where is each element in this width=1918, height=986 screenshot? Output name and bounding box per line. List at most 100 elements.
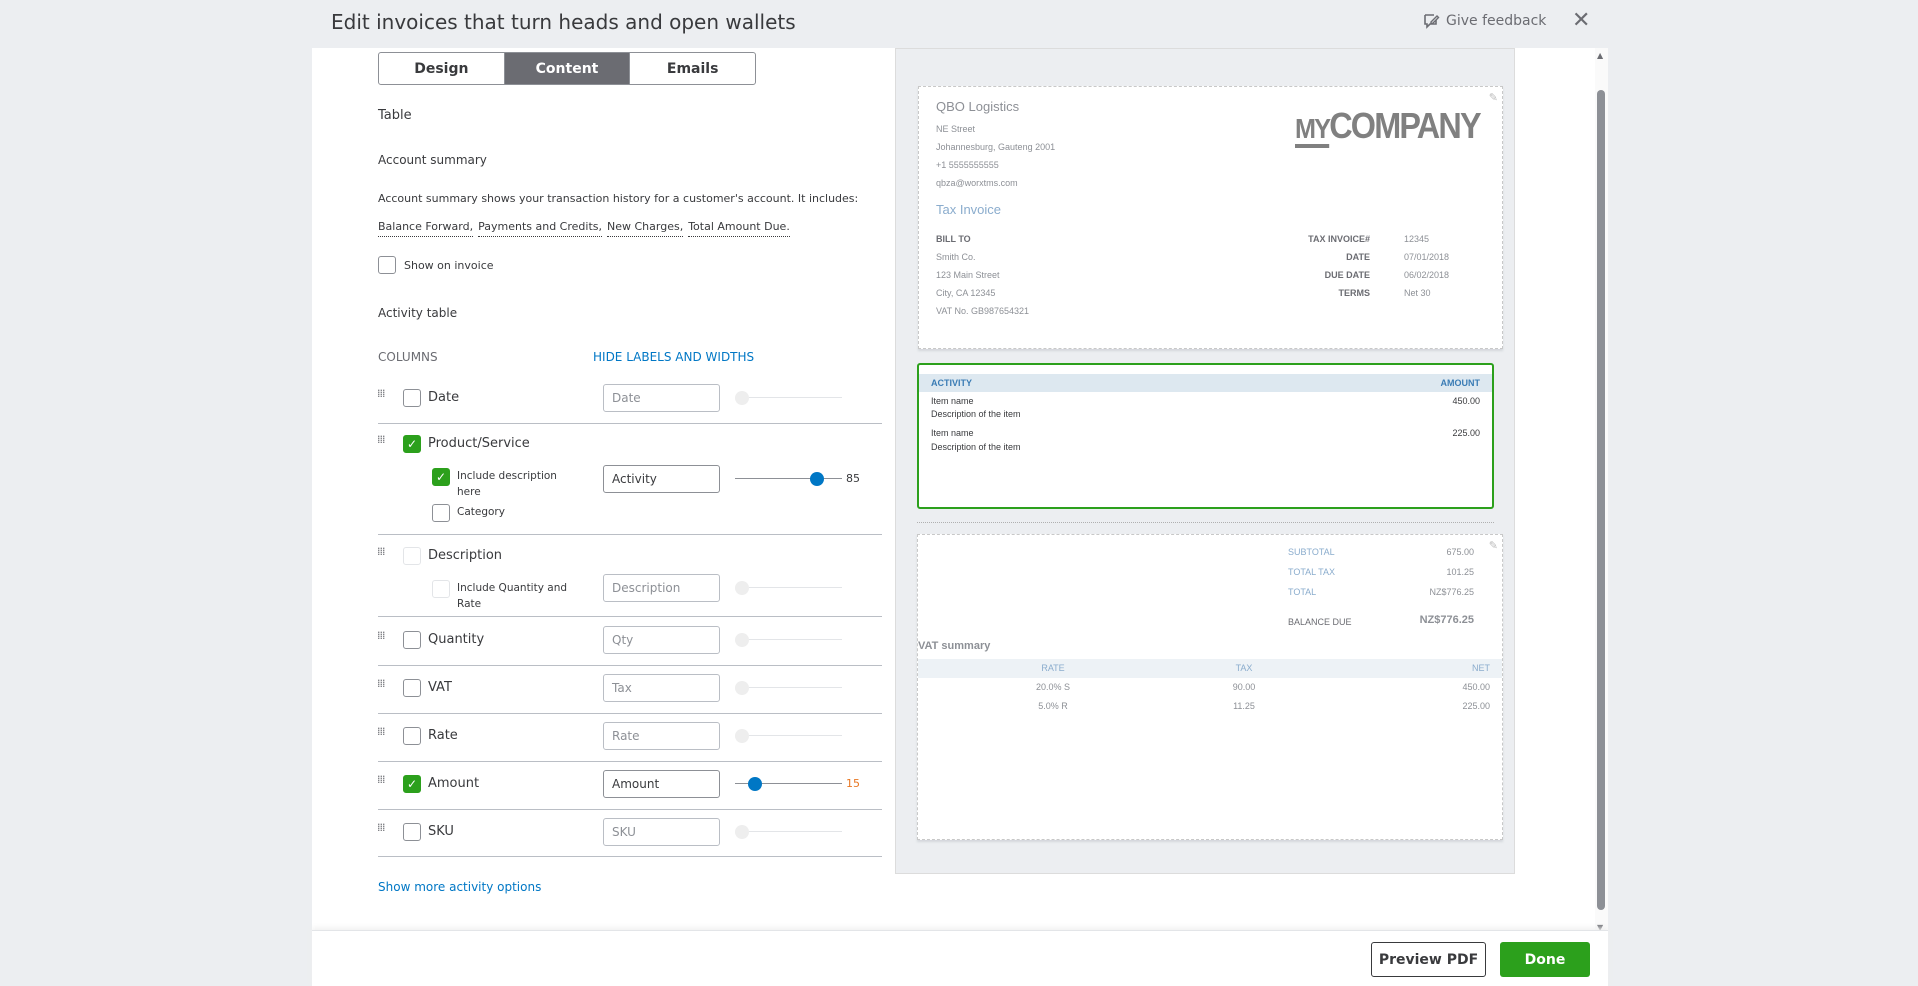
scroll-down-icon[interactable]: ▼ xyxy=(1597,923,1604,932)
column-checkbox[interactable] xyxy=(403,727,421,745)
column-width-slider[interactable] xyxy=(735,581,842,595)
vat-header: TAX xyxy=(1235,663,1253,673)
column-width-slider[interactable] xyxy=(735,777,842,791)
column-label-input[interactable] xyxy=(603,722,720,750)
column-checkbox[interactable] xyxy=(403,679,421,697)
column-checkbox[interactable] xyxy=(403,631,421,649)
done-button[interactable]: Done xyxy=(1500,942,1590,977)
show-more-activity-options-link[interactable]: Show more activity options xyxy=(378,880,542,894)
column-label: Rate xyxy=(428,728,458,743)
sub-option-label: Include description here xyxy=(457,470,557,498)
column-label-input[interactable] xyxy=(603,626,720,654)
sub-option-checkbox[interactable]: ✓ xyxy=(432,468,450,486)
meta-value: 06/02/2018 xyxy=(1404,270,1450,280)
drag-handle-icon[interactable]: ⁞⁞⁞ xyxy=(377,545,386,558)
company-logo: MYCOMPANY xyxy=(1295,105,1482,148)
tab-content[interactable]: Content xyxy=(504,53,631,84)
balance-due-value: NZ$776.25 xyxy=(1419,614,1474,626)
meta-value: Net 30 xyxy=(1404,288,1431,298)
vat-summary-title: VAT summary xyxy=(918,640,991,652)
item-amount: 450.00 xyxy=(1452,396,1480,406)
vat-cell: 20.0% S xyxy=(1035,682,1071,692)
preview-pdf-button[interactable]: Preview PDF xyxy=(1371,942,1486,977)
row-divider xyxy=(378,665,882,666)
term-new-charges[interactable]: New Charges, xyxy=(607,220,684,237)
row-divider xyxy=(378,809,882,810)
total-value: 101.25 xyxy=(1446,567,1474,577)
drag-handle-icon[interactable]: ⁞⁞⁞ xyxy=(377,629,386,642)
column-label-input[interactable] xyxy=(603,818,720,846)
sub-option-checkbox[interactable] xyxy=(432,504,450,522)
drag-handle-icon[interactable]: ⁞⁞⁞ xyxy=(377,387,386,400)
column-checkbox[interactable]: ✓ xyxy=(403,775,421,793)
term-total-amount-due[interactable]: Total Amount Due. xyxy=(688,220,790,237)
column-checkbox[interactable] xyxy=(403,823,421,841)
drag-handle-icon[interactable]: ⁞⁞⁞ xyxy=(377,433,386,446)
account-summary-description: Account summary shows your transaction h… xyxy=(378,192,859,205)
total-label: TOTAL xyxy=(1288,587,1317,597)
edit-pencil-icon[interactable]: ✎ xyxy=(1488,539,1498,552)
sub-option-checkbox[interactable] xyxy=(432,580,450,598)
column-width-slider[interactable] xyxy=(735,633,842,647)
term-balance-forward[interactable]: Balance Forward, xyxy=(378,220,474,237)
bill-to-line: City, CA 12345 xyxy=(936,288,996,298)
drag-handle-icon[interactable]: ⁞⁞⁞ xyxy=(377,677,386,690)
meta-label: DUE DATE xyxy=(1324,270,1370,280)
meta-value: 07/01/2018 xyxy=(1404,252,1450,262)
invoice-header-card[interactable]: ✎ QBO Logistics NE Street Johannesburg, … xyxy=(918,86,1503,349)
total-label: SUBTOTAL xyxy=(1288,547,1335,557)
drag-handle-icon[interactable]: ⁞⁞⁞ xyxy=(377,725,386,738)
column-width-slider[interactable] xyxy=(735,681,842,695)
column-width-slider[interactable] xyxy=(735,472,842,486)
scroll-up-icon[interactable]: ▲ xyxy=(1597,51,1604,60)
column-label-input[interactable] xyxy=(603,770,720,798)
meta-label: DATE xyxy=(1346,252,1370,262)
row-divider xyxy=(378,761,882,762)
activity-table-card[interactable]: ACTIVITY AMOUNT Item name Description of… xyxy=(917,363,1494,509)
activity-header: ACTIVITY xyxy=(931,378,973,388)
give-feedback-button[interactable]: Give feedback xyxy=(1422,12,1546,30)
section-title: Table xyxy=(378,108,412,123)
column-width-slider[interactable] xyxy=(735,729,842,743)
meta-value: 12345 xyxy=(1404,234,1430,244)
column-label-input[interactable] xyxy=(603,465,720,493)
term-payments-credits[interactable]: Payments and Credits, xyxy=(478,220,602,237)
column-checkbox[interactable] xyxy=(403,547,421,565)
edit-pencil-icon[interactable]: ✎ xyxy=(1488,91,1498,104)
item-amount: 225.00 xyxy=(1452,428,1480,438)
item-description: Description of the item xyxy=(931,442,1021,452)
column-label: Date xyxy=(428,390,460,405)
give-feedback-label: Give feedback xyxy=(1446,13,1547,29)
bill-to-line: 123 Main Street xyxy=(936,270,1000,280)
column-width-slider[interactable] xyxy=(735,825,842,839)
vat-header: NET xyxy=(1472,663,1490,673)
column-label: SKU xyxy=(428,824,454,839)
hide-labels-widths-link[interactable]: HIDE LABELS AND WIDTHS xyxy=(593,350,755,364)
tab-emails[interactable]: Emails xyxy=(666,60,719,77)
show-on-invoice-label: Show on invoice xyxy=(404,258,494,272)
close-icon[interactable]: ✕ xyxy=(1572,8,1591,33)
row-divider xyxy=(378,856,882,857)
row-divider xyxy=(378,713,882,714)
column-label-input[interactable] xyxy=(603,384,720,412)
column-width-slider[interactable] xyxy=(735,391,842,405)
totals-card[interactable]: ✎ SUBTOTAL 675.00 TOTAL TAX 101.25 TOTAL NZ$7… xyxy=(917,534,1503,840)
tab-design[interactable]: Design xyxy=(379,53,505,84)
company-name: QBO Logistics xyxy=(936,99,1020,114)
column-label-input[interactable] xyxy=(603,674,720,702)
drag-handle-icon[interactable]: ⁞⁞⁞ xyxy=(377,821,386,834)
bill-to-vat: VAT No. GB987654321 xyxy=(936,306,1030,316)
column-label: Description xyxy=(428,548,503,563)
show-on-invoice-checkbox[interactable] xyxy=(378,256,396,274)
row-divider xyxy=(378,616,882,617)
document-title: Tax Invoice xyxy=(936,202,1002,217)
sub-option-label: Include Quantity and Rate xyxy=(457,582,568,610)
column-checkbox[interactable]: ✓ xyxy=(403,435,421,453)
column-label-input[interactable] xyxy=(603,574,720,602)
column-checkbox[interactable] xyxy=(403,389,421,407)
scrollbar-thumb[interactable] xyxy=(1597,90,1605,910)
drag-handle-icon[interactable]: ⁞⁞⁞ xyxy=(377,773,386,786)
tab-bar: Design Content Emails xyxy=(378,52,756,85)
bill-to-line: Smith Co. xyxy=(936,252,976,262)
meta-label: TERMS xyxy=(1338,288,1371,298)
